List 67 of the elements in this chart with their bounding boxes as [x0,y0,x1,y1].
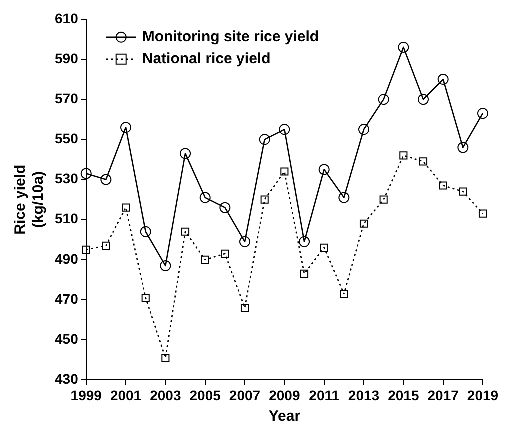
x-axis-title: Year [268,408,301,426]
point [398,42,410,53]
y-tick-label: 450 [55,330,79,347]
point [400,152,408,160]
point [380,196,388,204]
point [221,250,230,258]
legend-label: National rice yield [142,50,271,68]
y-tick-label: 470 [55,290,79,307]
x-tick-label: 2005 [190,387,222,404]
point [240,236,251,248]
y-tick-label: 490 [55,250,79,267]
point [300,270,309,278]
point [180,148,192,160]
point [120,122,132,134]
point [378,94,390,106]
point [299,236,310,248]
point [478,108,488,120]
x-tick-label: 2013 [348,387,380,404]
point [280,168,289,176]
x-tick-label: 1999 [70,387,102,404]
point [162,354,170,362]
point [201,256,210,264]
point [140,226,152,238]
x-tick-label: 2017 [428,387,460,404]
point [200,192,211,204]
y-tick-label: 590 [55,50,79,66]
x-tick-label: 2019 [467,387,499,404]
point [458,142,469,154]
y-axis-title: Rice yield (kg/10a) [12,164,48,235]
point [181,228,190,236]
y-tick-label: 550 [55,130,79,147]
x-tick-label: 2007 [229,387,261,404]
y-tick-label: 610 [55,10,79,26]
point [100,174,112,186]
x-tick-label: 2003 [150,387,182,404]
point [82,246,90,254]
x-tick-label: 2009 [269,387,300,404]
y-tick-label: 570 [55,90,79,106]
point [360,220,368,228]
y-tick-label: 530 [55,170,79,187]
point [419,158,428,166]
point [438,74,449,86]
point [340,290,348,298]
point [80,168,92,180]
point [220,202,231,214]
point [122,204,130,212]
point [418,94,430,106]
point [259,134,270,146]
y-tick-label: 430 [55,371,79,388]
point [160,260,172,272]
point [478,210,488,218]
point [279,124,290,136]
point [240,304,250,312]
point [318,164,330,176]
point [358,124,370,136]
x-tick-label: 2015 [388,387,420,404]
y-tick-label: 510 [55,210,79,227]
point [459,188,468,196]
point [338,192,350,204]
x-tick-label: 2011 [309,387,340,404]
point [102,242,110,250]
point [260,196,269,204]
x-tick-label: 2001 [110,387,142,404]
point [320,244,328,252]
legend-label: Monitoring site rice yield [142,28,320,46]
point [439,182,448,190]
point [142,294,150,302]
